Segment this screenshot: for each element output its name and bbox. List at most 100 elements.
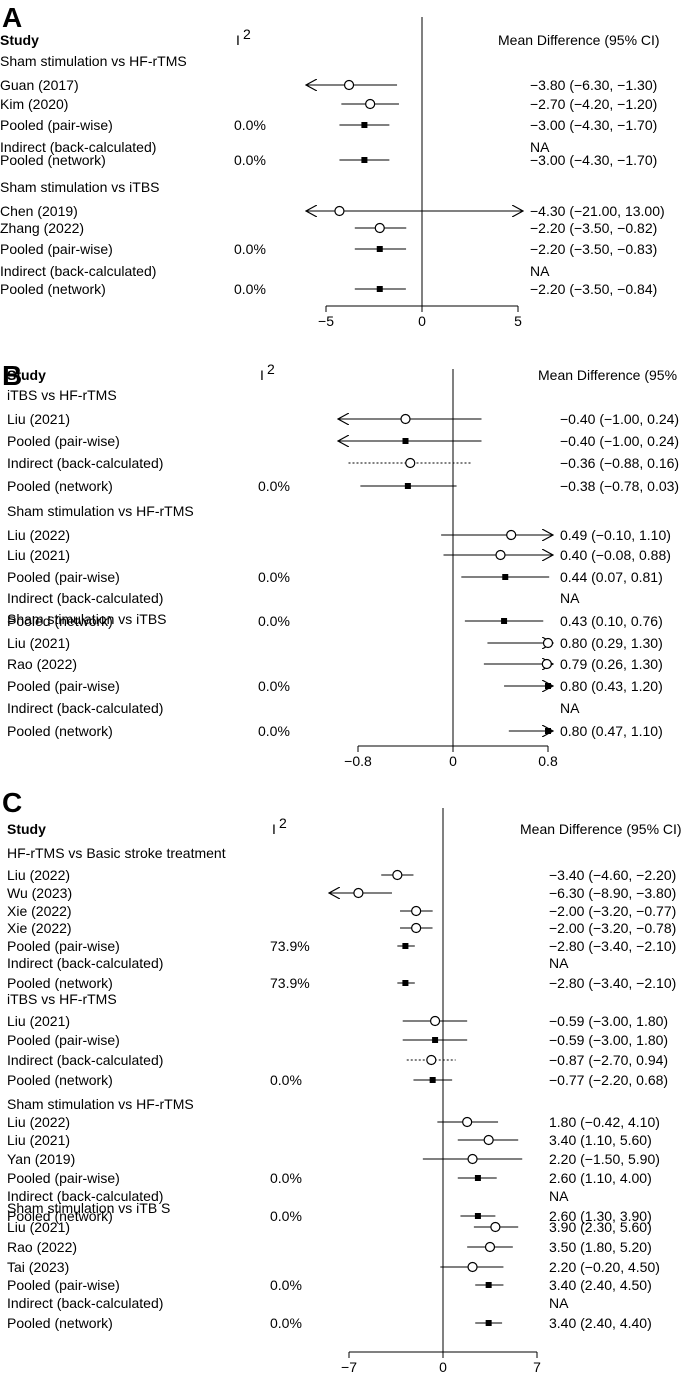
row-label: Zhang (2022) <box>0 220 84 236</box>
row-label: Pooled (pair-wise) <box>7 569 120 585</box>
x-axis-tick-label: 0 <box>439 1359 447 1375</box>
effect-estimate-text: −0.87 (−2.70, 0.94) <box>549 1052 668 1068</box>
point-estimate-circle <box>542 637 554 649</box>
effect-estimate-text: −2.20 (−3.50, −0.84) <box>530 281 657 297</box>
row-label: Pooled (network) <box>7 723 113 739</box>
effect-estimate-text: −3.00 (−4.30, −1.70) <box>530 152 657 168</box>
row-label: Pooled (pair-wise) <box>7 1170 120 1186</box>
row-label: Indirect (back-calculated) <box>7 1295 163 1311</box>
row-label: Xie (2022) <box>7 903 72 919</box>
row-label: Indirect (back-calculated) <box>7 700 163 716</box>
point-estimate-square <box>429 1077 436 1083</box>
effect-estimate-text: −2.70 (−4.20, −1.20) <box>530 96 657 112</box>
effect-estimate-text: −0.38 (−0.78, 0.03) <box>560 478 679 494</box>
point-estimate-circle <box>374 222 385 234</box>
study-column-header: Study <box>0 32 39 48</box>
point-estimate-circle <box>462 1116 473 1128</box>
row-label: Liu (2021) <box>7 635 70 651</box>
row-label: Pooled (network) <box>7 975 113 991</box>
effect-estimate-text: −3.80 (−6.30, −1.30) <box>530 77 657 93</box>
study-column-header: Study <box>7 367 46 383</box>
point-estimate-square <box>402 943 409 949</box>
row-label: Pooled (network) <box>7 1072 113 1088</box>
effect-estimate-text: NA <box>530 263 550 279</box>
effect-estimate-text: NA <box>560 590 580 606</box>
effect-estimate-text: −3.40 (−4.60, −2.20) <box>549 867 676 883</box>
row-label: Indirect (back-calculated) <box>7 1188 163 1204</box>
effect-estimate-text: 3.90 (2.30, 5.60) <box>549 1219 652 1235</box>
study-column-header: Study <box>7 821 46 837</box>
row-label: Pooled (network) <box>7 613 113 629</box>
effect-estimate-text: NA <box>549 1295 569 1311</box>
comparison-group-title: Sham stimulation vs HF-rTMS <box>0 53 187 69</box>
row-label: Indirect (back-calculated) <box>0 263 156 279</box>
i2-value: 0.0% <box>258 723 290 739</box>
effect-estimate-text: 0.43 (0.10, 0.76) <box>560 613 663 629</box>
point-estimate-circle <box>467 1261 478 1273</box>
panel-letter: B <box>2 360 22 391</box>
point-estimate-circle <box>411 905 422 917</box>
row-label: Xie (2022) <box>7 920 72 936</box>
i2-superscript: 2 <box>279 815 287 831</box>
effect-estimate-text: 3.40 (1.10, 5.60) <box>549 1132 652 1148</box>
i2-value: 0.0% <box>270 1208 302 1224</box>
effect-estimate-text: 2.20 (−0.20, 4.50) <box>549 1259 660 1275</box>
i2-value: 73.9% <box>270 938 310 954</box>
effect-estimate-text: NA <box>560 700 580 716</box>
row-label: Pooled (pair-wise) <box>7 1277 120 1293</box>
row-label: Liu (2021) <box>7 547 70 563</box>
point-estimate-square <box>545 728 551 734</box>
point-estimate-circle <box>400 413 411 425</box>
point-estimate-square <box>361 157 368 163</box>
i2-value: 0.0% <box>270 1170 302 1186</box>
i2-superscript: 2 <box>243 26 251 42</box>
x-axis-tick-label: 0 <box>449 753 457 769</box>
x-axis-tick-label: 0 <box>418 313 426 329</box>
point-estimate-circle <box>506 529 517 541</box>
effect-estimate-text: 2.60 (1.10, 4.00) <box>549 1170 652 1186</box>
i2-value: 0.0% <box>234 241 266 257</box>
x-axis-tick-label: −0.8 <box>344 753 372 769</box>
effect-estimate-text: −2.20 (−3.50, −0.82) <box>530 220 657 236</box>
effect-estimate-text: −2.00 (−3.20, −0.77) <box>549 903 676 919</box>
effect-estimate-text: −2.80 (−3.40, −2.10) <box>549 975 676 991</box>
row-label: Indirect (back-calculated) <box>7 955 163 971</box>
effect-estimate-text: −3.00 (−4.30, −1.70) <box>530 117 657 133</box>
comparison-group-title: Sham stimulation vs HF-rTMS <box>7 1096 194 1112</box>
effect-estimate-text: 0.49 (−0.10, 1.10) <box>560 527 671 543</box>
effect-estimate-text: 0.80 (0.43, 1.20) <box>560 678 663 694</box>
point-estimate-square <box>502 574 509 580</box>
row-label: Pooled (network) <box>7 478 113 494</box>
point-estimate-circle <box>411 922 422 934</box>
point-estimate-square <box>376 286 383 292</box>
point-estimate-square <box>501 618 508 624</box>
row-label: Liu (2021) <box>7 1013 70 1029</box>
row-label: Pooled (pair-wise) <box>7 938 120 954</box>
effect-estimate-text: 2.20 (−1.50, 5.90) <box>549 1151 660 1167</box>
comparison-group-title: iTBS vs HF-rTMS <box>7 991 117 1007</box>
point-estimate-circle <box>334 205 345 217</box>
i2-value: 73.9% <box>270 975 310 991</box>
point-estimate-circle <box>490 1221 501 1233</box>
point-estimate-circle <box>343 79 355 91</box>
effect-estimate-text: −2.80 (−3.40, −2.10) <box>549 938 676 954</box>
row-label: Tai (2023) <box>7 1259 69 1275</box>
row-label: Rao (2022) <box>7 656 77 672</box>
point-estimate-circle <box>426 1054 437 1066</box>
effect-column-header: Mean Difference (95% CI) <box>498 32 660 48</box>
row-label: Pooled (network) <box>0 152 106 168</box>
row-label: Pooled (network) <box>7 1315 113 1331</box>
row-label: Liu (2021) <box>7 1219 70 1235</box>
row-label: Indirect (back-calculated) <box>7 455 163 471</box>
effect-estimate-text: −0.40 (−1.00, 0.24) <box>560 433 679 449</box>
point-estimate-square <box>402 438 409 444</box>
i2-value: 0.0% <box>270 1315 302 1331</box>
effect-estimate-text: −0.40 (−1.00, 0.24) <box>560 411 679 427</box>
point-estimate-circle <box>429 1015 441 1027</box>
x-axis-tick-label: 7 <box>533 1359 541 1375</box>
effect-estimate-text: −0.77 (−2.20, 0.68) <box>549 1072 668 1088</box>
x-axis-tick-label: 0.8 <box>538 753 558 769</box>
